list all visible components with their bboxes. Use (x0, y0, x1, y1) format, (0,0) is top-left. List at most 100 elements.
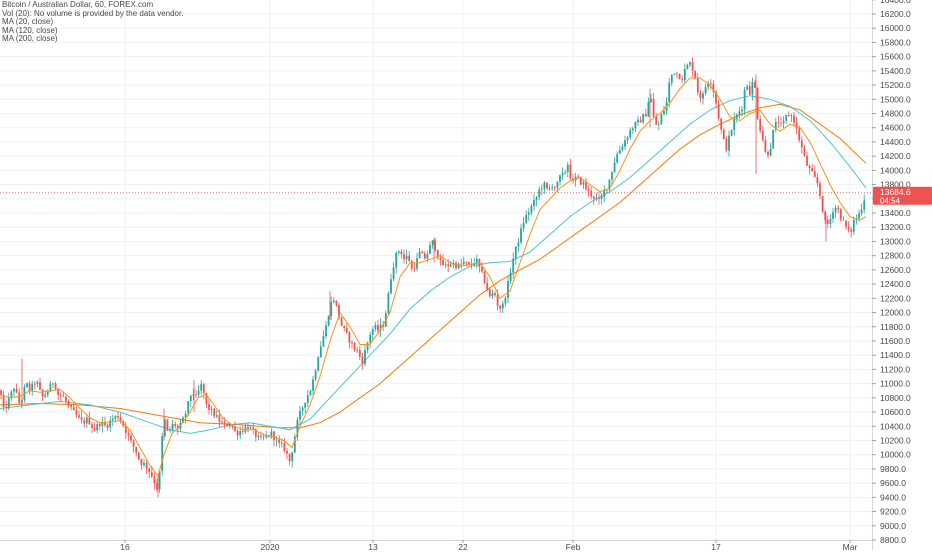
candle (475, 254, 478, 269)
candle-body (130, 435, 132, 441)
candle-body (239, 430, 242, 436)
candle-body (413, 268, 416, 270)
candle-body (475, 258, 478, 264)
candle (317, 355, 320, 372)
candle (397, 250, 400, 256)
candle (296, 416, 299, 441)
candle (618, 145, 621, 155)
candle-body (769, 148, 772, 156)
candle-body (504, 298, 507, 304)
candle (465, 261, 468, 267)
candle-body (218, 415, 221, 422)
candle-body (314, 370, 317, 380)
candle-body (793, 115, 795, 123)
candle-body (548, 188, 551, 190)
candle (598, 192, 600, 205)
candle-body (509, 272, 512, 281)
candle (525, 210, 528, 225)
candle-body (371, 328, 374, 335)
candle (257, 433, 260, 441)
candle-body (863, 200, 866, 210)
candle (720, 117, 723, 134)
candle-body (434, 240, 437, 251)
candle (494, 290, 496, 297)
candle-body (148, 468, 151, 473)
candle (353, 342, 356, 353)
candle-body (535, 197, 538, 200)
price-tick-label: 10400.0 (880, 421, 911, 431)
candle-body (166, 419, 169, 431)
candle (46, 389, 49, 398)
legend-ma120[interactable]: MA (120, close) (2, 25, 58, 35)
candle (652, 93, 655, 118)
candle-body (455, 262, 457, 269)
candle-body (483, 271, 486, 283)
candle (780, 116, 782, 127)
candle-body (330, 302, 333, 317)
candle (803, 144, 806, 157)
candle (543, 181, 546, 194)
candle-body (592, 196, 595, 199)
candle-body (668, 82, 671, 102)
legend-volume[interactable]: Vol (20): No volume is provided by the d… (2, 8, 184, 18)
candle-body (449, 264, 452, 267)
candle-body (241, 430, 244, 432)
candle-body (694, 70, 697, 79)
candle (735, 113, 738, 123)
candle-body (67, 401, 70, 405)
candle-body (423, 253, 426, 259)
candle (709, 79, 712, 90)
candle (306, 389, 309, 407)
candle (790, 113, 793, 123)
candle (754, 79, 756, 89)
candle (847, 221, 850, 233)
candle (837, 204, 840, 214)
price-tick-label: 13400.0 (880, 208, 911, 218)
candle (764, 136, 767, 154)
candle-body (538, 189, 541, 198)
candle-body (392, 267, 395, 280)
candle-body (826, 219, 829, 224)
legend-ma20[interactable]: MA (20, close) (2, 17, 54, 27)
candle-body (5, 406, 8, 409)
candle (442, 254, 444, 266)
candle (585, 177, 587, 191)
candle-body (7, 397, 10, 409)
candle (304, 402, 307, 414)
candle (59, 391, 62, 402)
candle-body (522, 222, 525, 229)
legend-ma200[interactable]: MA (200, close) (2, 34, 58, 44)
candle (826, 215, 829, 228)
candle (429, 241, 431, 255)
candle-body (431, 240, 434, 245)
candle (215, 410, 218, 419)
candle (730, 129, 733, 137)
candle (777, 115, 780, 128)
candle (83, 416, 86, 428)
candle-body (312, 379, 314, 391)
candle (600, 193, 603, 205)
candle (153, 472, 156, 490)
candle-body (595, 197, 598, 199)
candle (312, 375, 314, 396)
candle-body (689, 62, 691, 65)
candle (192, 388, 195, 401)
candle (514, 246, 517, 265)
time-axis[interactable]: 16 2020 13 22 Feb 17 Mar (0, 540, 872, 552)
price-tick-label: 16200.0 (880, 9, 911, 19)
candle (405, 249, 408, 265)
candle (681, 75, 684, 83)
price-axis[interactable]: 8800.0 9000.0 9200.0 9400.0 9600.0 9800.0 1000… (872, 0, 932, 550)
candle (595, 192, 598, 202)
candle-body (530, 206, 533, 213)
candle (566, 162, 569, 178)
candle (351, 340, 353, 349)
candle (813, 165, 816, 178)
candle (371, 326, 374, 340)
candle-body (18, 392, 21, 403)
candle-body (842, 219, 845, 221)
candle (10, 390, 13, 402)
legend-symbol[interactable]: Bitcoin / Australian Dollar, 60, FOREX.c… (2, 0, 154, 9)
